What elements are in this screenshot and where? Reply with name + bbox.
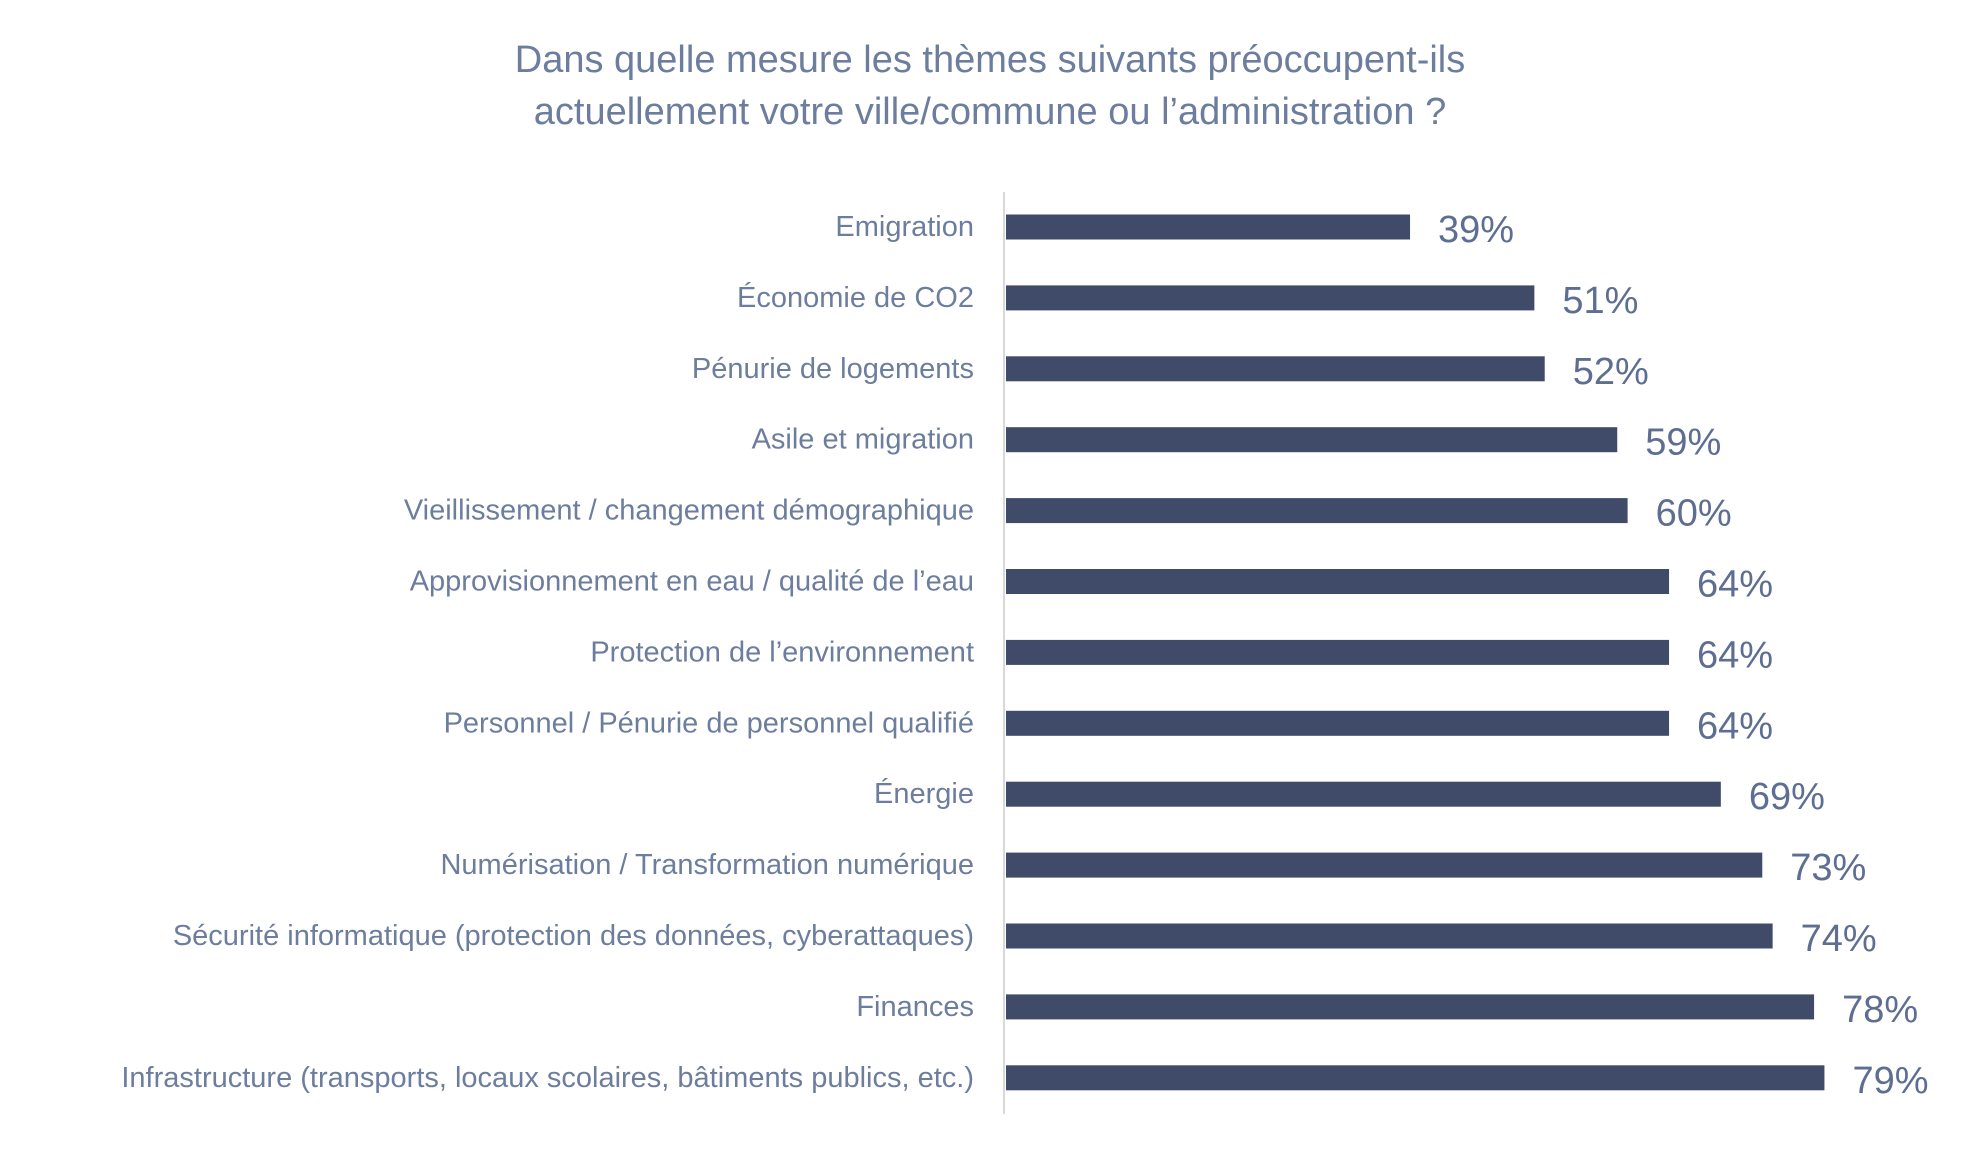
- bar: [1006, 285, 1535, 311]
- bar: [1006, 639, 1670, 665]
- value-label: 39%: [1438, 209, 1514, 251]
- bar: [1006, 356, 1545, 382]
- bar: [1006, 569, 1670, 594]
- bar: [1006, 852, 1763, 878]
- value-label: 64%: [1697, 564, 1773, 606]
- category-label: Pénurie de logements: [692, 353, 974, 385]
- category-label: Vieillissement / changement démographiqu…: [404, 495, 974, 527]
- category-label: Sécurité informatique (protection des do…: [173, 920, 974, 952]
- bar: [1006, 994, 1815, 1020]
- value-label: 64%: [1697, 634, 1773, 676]
- bar: [1006, 710, 1670, 736]
- category-label: Numérisation / Transformation numérique: [440, 849, 974, 881]
- bar: [1006, 1065, 1825, 1091]
- bar: [1006, 427, 1618, 453]
- category-label: Approvisionnement en eau / qualité de l’…: [410, 566, 974, 598]
- bars-group: Emigration 39% Économie de CO2 51% Pénurie d…: [121, 209, 1928, 1102]
- bar: [1006, 923, 1773, 949]
- category-label: Asile et migration: [752, 424, 974, 456]
- category-label: Économie de CO2: [737, 281, 974, 314]
- value-label: 59%: [1645, 422, 1721, 464]
- value-label: 64%: [1697, 705, 1773, 747]
- value-label: 69%: [1749, 776, 1825, 818]
- category-label: Emigration: [835, 211, 974, 243]
- category-label: Finances: [856, 991, 974, 1023]
- bar: [1006, 781, 1721, 807]
- bar: [1006, 498, 1628, 524]
- category-label: Infrastructure (transports, locaux scola…: [121, 1062, 974, 1094]
- value-label: 60%: [1656, 493, 1732, 535]
- chart-title-line-1: Dans quelle mesure les thèmes suivants p…: [514, 39, 1466, 81]
- category-label: Énergie: [874, 777, 974, 810]
- chart-title-line-2: actuellement votre ville/commune ou l’ad…: [533, 91, 1447, 133]
- value-label: 52%: [1573, 351, 1649, 393]
- value-label: 73%: [1790, 847, 1866, 889]
- value-label: 74%: [1801, 918, 1877, 960]
- value-label: 78%: [1842, 989, 1918, 1031]
- category-label: Personnel / Pénurie de personnel qualifi…: [444, 707, 974, 739]
- chart-title: Dans quelle mesure les thèmes suivants p…: [0, 34, 1980, 138]
- value-label: 79%: [1852, 1060, 1928, 1102]
- bar: [1006, 214, 1411, 240]
- value-label: 51%: [1562, 280, 1638, 322]
- category-label: Protection de l’environnement: [590, 636, 974, 668]
